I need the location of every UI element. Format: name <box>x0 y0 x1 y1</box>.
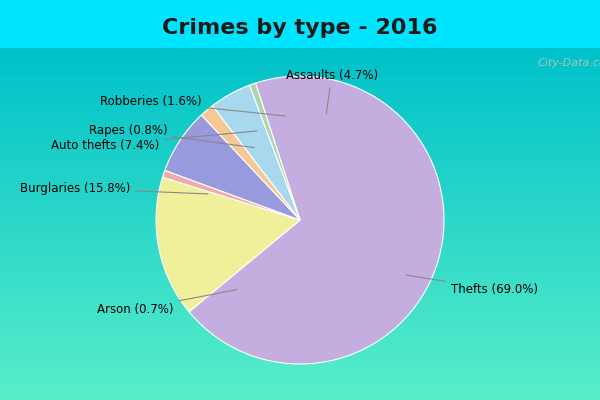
Wedge shape <box>202 106 300 220</box>
Text: City-Data.com: City-Data.com <box>538 58 600 68</box>
Text: Arson (0.7%): Arson (0.7%) <box>97 290 237 316</box>
Text: Assaults (4.7%): Assaults (4.7%) <box>286 70 378 114</box>
Wedge shape <box>163 170 300 220</box>
Wedge shape <box>156 177 300 312</box>
Text: Robberies (1.6%): Robberies (1.6%) <box>100 96 286 116</box>
Text: Burglaries (15.8%): Burglaries (15.8%) <box>20 182 208 195</box>
Text: Crimes by type - 2016: Crimes by type - 2016 <box>162 18 438 38</box>
Wedge shape <box>165 115 300 220</box>
Wedge shape <box>189 76 444 364</box>
Text: Rapes (0.8%): Rapes (0.8%) <box>89 124 254 148</box>
Text: Thefts (69.0%): Thefts (69.0%) <box>406 275 538 296</box>
Wedge shape <box>212 85 300 220</box>
Wedge shape <box>250 83 300 220</box>
Text: Auto thefts (7.4%): Auto thefts (7.4%) <box>50 131 257 152</box>
